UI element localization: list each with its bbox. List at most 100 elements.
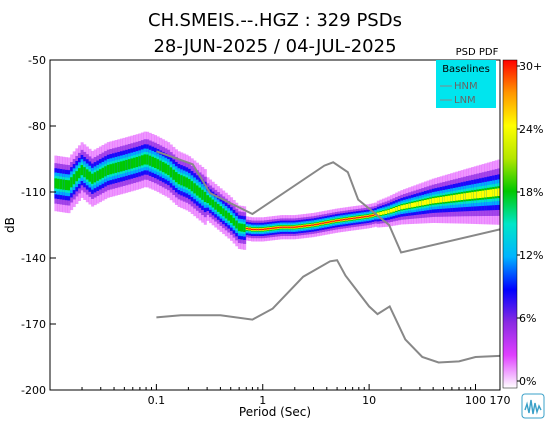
pdf-column: [303, 213, 307, 239]
pdf-column: [361, 205, 365, 230]
pdf-cell: [156, 159, 160, 170]
pdf-column: [274, 215, 278, 240]
pdf-column: [403, 189, 407, 225]
colorbar-tick-label: 30+: [519, 60, 542, 73]
pdf-cell: [248, 228, 252, 230]
pdf-column: [250, 217, 255, 242]
pdf-cell: [342, 219, 346, 221]
pdf-column: [146, 131, 150, 188]
pdf-column: [452, 172, 456, 224]
pdf-column: [476, 165, 480, 225]
pdf-column: [434, 177, 438, 224]
pdf-cell: [72, 174, 76, 185]
pdf-cell: [164, 163, 168, 174]
pdf-column: [416, 184, 420, 224]
pdf-cell: [185, 177, 189, 188]
x-tick-label: 100: [465, 394, 486, 407]
pdf-column: [253, 217, 257, 242]
pdf-cell: [285, 226, 289, 228]
pdf-column: [114, 140, 118, 196]
pdf-cell: [253, 228, 257, 230]
pdf-column: [392, 193, 396, 226]
pdf-column: [347, 206, 351, 231]
pdf-column: [447, 173, 451, 224]
pdf-cell: [282, 226, 286, 228]
pdf-cell: [180, 175, 184, 186]
pdf-column: [363, 204, 367, 229]
pdf-cell: [75, 171, 79, 182]
pdf-column: [494, 160, 498, 225]
pdf-column: [101, 144, 105, 201]
pdf-cell: [269, 228, 273, 229]
pdf-cell: [167, 164, 171, 176]
pdf-cell: [182, 176, 186, 187]
y-tick-label: -140: [21, 252, 46, 265]
pdf-column: [327, 210, 331, 235]
pdf-cell: [237, 223, 241, 232]
pdf-cell: [458, 194, 462, 201]
pdf-cell: [104, 166, 108, 177]
pdf-cell: [209, 197, 213, 206]
pdf-column: [54, 155, 58, 212]
pdf-column: [279, 215, 283, 240]
pdf-cell: [397, 206, 401, 211]
colorbar-tick-label: 12%: [519, 249, 543, 262]
chart-title: CH.SMEIS.--.HGZ : 329 PSDs: [148, 10, 402, 31]
pdf-cell: [216, 203, 220, 212]
pdf-cell: [421, 200, 425, 206]
pdf-column: [439, 176, 443, 224]
pdf-column: [311, 213, 315, 238]
pdf-column: [395, 192, 399, 226]
pdf-column: [489, 161, 493, 225]
pdf-cell: [161, 162, 165, 173]
pdf-column: [408, 187, 412, 225]
pdf-cell: [295, 226, 299, 228]
pdf-column: [72, 151, 76, 208]
baseline-hnm-line: [156, 150, 500, 254]
y-tick-label: -50: [28, 54, 46, 67]
pdf-column: [80, 142, 84, 198]
pdf-column: [337, 208, 341, 233]
y-tick-label: -80: [28, 120, 46, 133]
pdf-cell: [159, 160, 163, 171]
pdf-column: [473, 166, 477, 224]
pdf-column: [214, 183, 218, 228]
pdf-column: [358, 205, 362, 230]
pdf-cell: [416, 201, 420, 207]
y-axis: -50 -80 -110 -140 -170 -200: [21, 54, 56, 397]
pdf-cell: [437, 197, 441, 203]
pdf-cell: [479, 190, 483, 198]
pdf-cell: [434, 197, 438, 204]
pdf-cell: [130, 158, 134, 169]
pdf-column: [397, 191, 401, 225]
pdf-cell: [476, 191, 480, 199]
pdf-cell: [405, 204, 409, 209]
pdf-column: [460, 170, 464, 224]
pdf-column: [232, 199, 236, 244]
pdf-column: [133, 134, 137, 191]
pdf-column: [83, 144, 87, 200]
pdf-cell: [371, 214, 375, 216]
pdf-cell: [347, 218, 351, 220]
pdf-cell: [59, 179, 63, 190]
colorbar-ticks: 30+ 24% 18% 12% 6% 0%: [517, 60, 543, 388]
pdf-cell: [481, 190, 485, 198]
pdf-column: [227, 194, 231, 239]
pdf-column: [109, 141, 113, 198]
pdf-cell: [494, 188, 498, 197]
pdf-column: [67, 157, 71, 214]
colorbar-tick-label: 18%: [519, 186, 543, 199]
pdf-column: [355, 205, 359, 230]
pdf-cell: [287, 226, 291, 228]
pdf-cell: [471, 192, 475, 199]
pdf-column: [140, 132, 144, 189]
pdf-column: [497, 159, 500, 225]
pdf-column: [57, 155, 61, 212]
pdf-cell: [148, 155, 152, 166]
pdf-column: [98, 146, 102, 203]
pdf-cell: [426, 199, 430, 205]
pdf-column: [269, 216, 273, 241]
pdf-column: [235, 202, 239, 247]
pdf-column: [266, 216, 270, 241]
pdf-column: [350, 206, 354, 231]
